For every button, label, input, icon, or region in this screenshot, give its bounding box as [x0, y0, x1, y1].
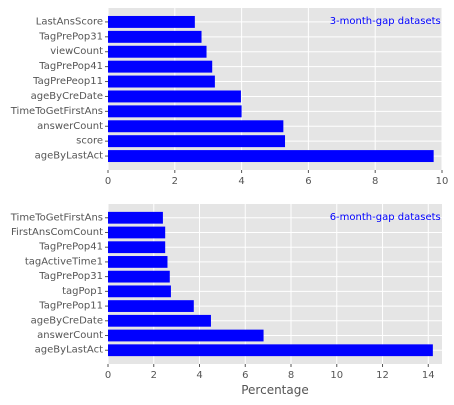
bar-ageByLastAct — [108, 150, 434, 163]
x-tick-label: 14 — [422, 370, 435, 381]
bar-FirstAnsComCount — [108, 226, 166, 239]
bar-TagPrePop41 — [108, 241, 166, 254]
x-tick-label: 4 — [238, 176, 244, 187]
y-tick-label: TagPrePop31 — [38, 31, 103, 42]
bar-score — [108, 135, 286, 148]
bar-ageByCreDate — [108, 90, 241, 103]
bar-answerCount — [108, 120, 284, 133]
x-tick-label: 6 — [242, 370, 248, 381]
bar-LastAnsScore — [108, 15, 195, 28]
bar-viewCount — [108, 45, 207, 58]
x-tick-label: 4 — [196, 370, 202, 381]
y-tick-label: TagPrePop41 — [38, 61, 103, 72]
x-tick-label: 2 — [172, 176, 178, 187]
bar-TimeToGetFirstAns — [108, 211, 163, 224]
x-tick-label: 12 — [376, 370, 389, 381]
dataset-annotation: 3-month-gap datasets — [330, 16, 441, 27]
bar-TagPrePeop11 — [108, 75, 215, 88]
y-tick-label: TimeToGetFirstAns — [10, 212, 103, 223]
x-axis-label: Percentage — [241, 383, 309, 397]
bar-tagActiveTime1 — [108, 256, 168, 268]
bar-TagPrePop41 — [108, 60, 213, 73]
y-tick-label: LastAnsScore — [36, 16, 103, 27]
chart-top-3-month-gap: ageByLastAct score answerCount TimeToGetFir… — [10, 8, 449, 187]
x-tick-label: 10 — [436, 176, 449, 187]
bar-ageByCreDate — [108, 314, 211, 327]
y-tick-label: TagPrePop11 — [38, 301, 103, 312]
y-tick-label: tagActiveTime1 — [25, 256, 103, 267]
bar-TagPrePop11 — [108, 300, 194, 312]
bar-TagPrePop31 — [108, 30, 202, 43]
x-tick-label: 0 — [105, 370, 111, 381]
bar-TagPrePop31 — [108, 270, 170, 283]
y-tick-label: FirstAnsComCount — [11, 227, 103, 238]
y-tick-label: tagPop1 — [62, 286, 103, 297]
x-tick-label: 8 — [288, 370, 294, 381]
y-tick-label: viewCount — [50, 46, 103, 57]
bar-tagPop1 — [108, 285, 171, 298]
y-tick-label: ageByCreDate — [31, 315, 103, 326]
dataset-annotation: 6-month-gap datasets — [330, 212, 441, 223]
y-tick-label: ageByLastAct — [35, 345, 103, 356]
x-tick-label: 10 — [330, 370, 343, 381]
y-tick-label: TagPrePop41 — [38, 242, 103, 253]
y-tick-label: TagPrePop31 — [38, 271, 103, 282]
y-tick-label: ageByLastAct — [35, 151, 103, 162]
x-tick-label: 8 — [372, 176, 378, 187]
y-tick-label: TagPrePeop11 — [32, 76, 103, 87]
chart-bottom-6-month-gap: ageByLastAct answerCount ageByCreDate TagPr… — [10, 204, 442, 397]
y-tick-label: score — [76, 136, 103, 147]
y-tick-label: answerCount — [37, 121, 103, 132]
y-tick-label: TimeToGetFirstAns — [10, 106, 103, 117]
bar-ageByLastAct — [108, 344, 433, 357]
bar-answerCount — [108, 329, 264, 342]
x-tick-label: 6 — [305, 176, 311, 187]
y-tick-label: ageByCreDate — [31, 91, 103, 102]
x-tick-label: 0 — [105, 176, 111, 187]
x-tick-label: 2 — [151, 370, 157, 381]
y-tick-label: answerCount — [37, 330, 103, 341]
bar-TimeToGetFirstAns — [108, 105, 242, 118]
